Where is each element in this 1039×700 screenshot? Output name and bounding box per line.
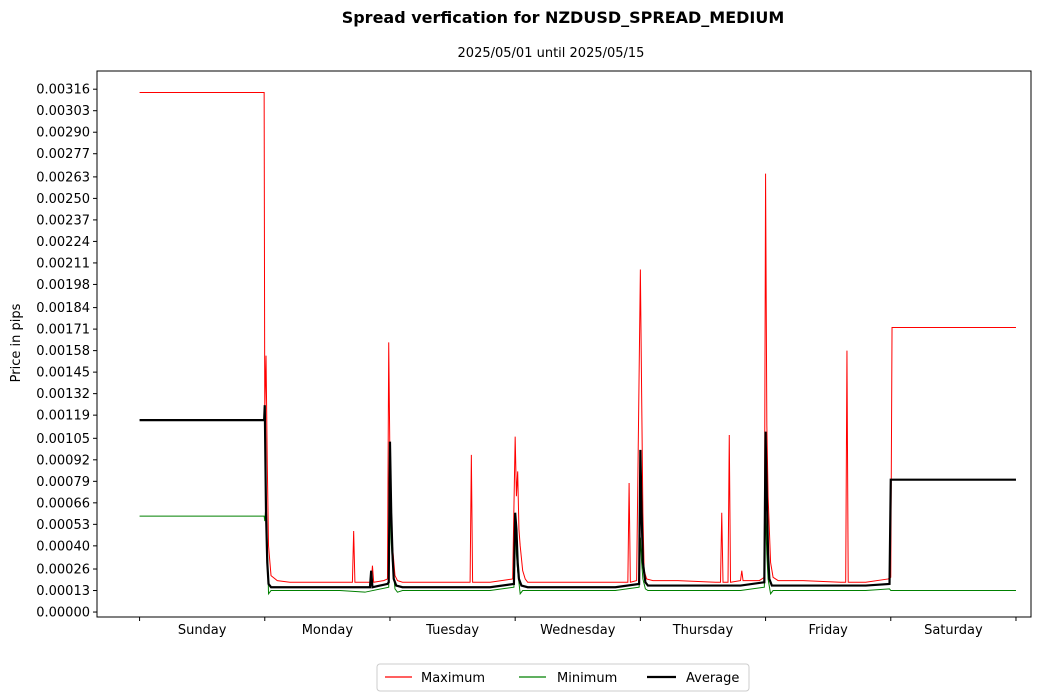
legend-box (376, 663, 750, 692)
y-tick-label-13: 0.00171 (36, 323, 90, 338)
y-tick-label-20: 0.00263 (36, 170, 90, 185)
y-axis: 0.00000 0.00013 0.00026 0.00040 0.00053 0.000… (36, 83, 97, 621)
y-tick-label-19: 0.00250 (36, 192, 90, 207)
legend-label-minimum: Minimum (557, 671, 617, 686)
y-tick-label-7: 0.00092 (36, 453, 90, 468)
y-tick-label-1: 0.00013 (36, 584, 90, 599)
y-axis-label: Price in pips (9, 303, 24, 382)
y-tick-label-3: 0.00040 (36, 539, 90, 554)
y-tick-label-6: 0.00079 (36, 475, 90, 490)
y-tick-label-4: 0.00053 (36, 518, 90, 533)
x-tick-label-2: Tuesday (425, 623, 479, 638)
y-tick-label-17: 0.00224 (36, 235, 90, 250)
y-tick-label-10: 0.00132 (36, 387, 90, 402)
legend-label-average: Average (686, 671, 739, 686)
y-tick-label-11: 0.00145 (36, 366, 90, 381)
series-line-average (139, 405, 1016, 589)
y-tick-label-23: 0.00303 (36, 104, 90, 119)
series-line-maximum (139, 92, 1016, 583)
x-tick-label-1: Monday (302, 623, 354, 638)
y-tick-label-21: 0.00277 (36, 147, 90, 162)
series-layer (139, 92, 1016, 596)
x-tick-label-3: Wednesday (540, 623, 616, 638)
legend: Maximum Minimum Average (376, 663, 750, 692)
plot-area (96, 70, 1032, 618)
y-tick-label-16: 0.00211 (36, 256, 90, 271)
x-tick-label-0: Sunday (178, 623, 227, 638)
chart-subtitle: 2025/05/01 until 2025/05/15 (458, 46, 645, 61)
x-tick-label-6: Saturday (924, 623, 983, 638)
x-axis: Sunday Monday Tuesday Wednesday Thursday Frid… (139, 617, 1017, 638)
y-tick-label-2: 0.00026 (36, 563, 90, 578)
y-tick-label-5: 0.00066 (36, 496, 90, 511)
chart-title: Spread verfication for NZDUSD_SPREAD_MED… (342, 8, 785, 27)
y-tick-label-0: 0.00000 (36, 606, 90, 621)
y-tick-label-14: 0.00184 (36, 301, 90, 316)
y-tick-label-9: 0.00119 (36, 409, 90, 424)
y-tick-label-24: 0.00316 (36, 83, 90, 98)
y-tick-label-18: 0.00237 (36, 213, 90, 228)
x-tick-label-4: Thursday (672, 623, 734, 638)
x-tick-label-5: Friday (808, 623, 848, 638)
series-line-minimum (139, 504, 1016, 596)
legend-label-maximum: Maximum (421, 671, 485, 686)
y-tick-label-15: 0.00198 (36, 278, 90, 293)
y-tick-label-22: 0.00290 (36, 126, 90, 141)
y-tick-label-8: 0.00105 (36, 432, 90, 447)
y-tick-label-12: 0.00158 (36, 344, 90, 359)
